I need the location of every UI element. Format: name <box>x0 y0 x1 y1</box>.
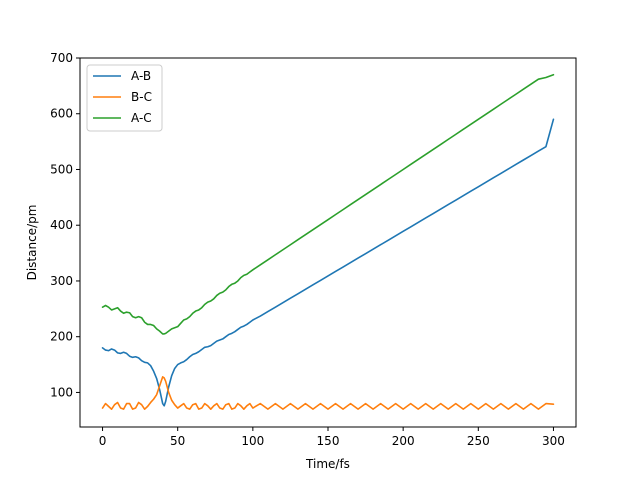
x-tick-label: 100 <box>241 434 264 448</box>
y-tick-label: 100 <box>50 385 73 399</box>
x-tick-label: 300 <box>542 434 565 448</box>
legend: A-B B-C A-C <box>86 64 163 132</box>
y-tick-label: 400 <box>50 218 73 232</box>
x-tick-label: 0 <box>99 434 107 448</box>
legend-label-a-b: A-B <box>131 69 151 83</box>
series-line-a-b <box>101 118 555 407</box>
x-tick-label: 200 <box>392 434 415 448</box>
y-tick-label: 200 <box>50 330 73 344</box>
x-tick-label: 250 <box>467 434 490 448</box>
x-axis-label: Time/fs <box>305 457 350 471</box>
x-tick-label: 150 <box>317 434 340 448</box>
legend-label-a-c: A-C <box>131 111 152 125</box>
y-axis-label: Distance/pm <box>25 205 39 281</box>
y-tick-label: 300 <box>50 274 73 288</box>
series-line-b-c <box>101 376 555 410</box>
y-tick-label: 700 <box>50 51 73 65</box>
x-tick-label: 50 <box>170 434 185 448</box>
series-layer <box>101 73 555 410</box>
legend-label-b-c: B-C <box>131 90 152 104</box>
y-tick-label: 600 <box>50 107 73 121</box>
y-axis-ticks: 100 200 300 400 500 600 700 <box>50 51 80 399</box>
series-line-a-c <box>101 73 555 335</box>
legend-frame <box>86 64 163 132</box>
x-axis-ticks: 0 50 100 150 200 250 300 <box>99 427 565 448</box>
y-tick-label: 500 <box>50 162 73 176</box>
